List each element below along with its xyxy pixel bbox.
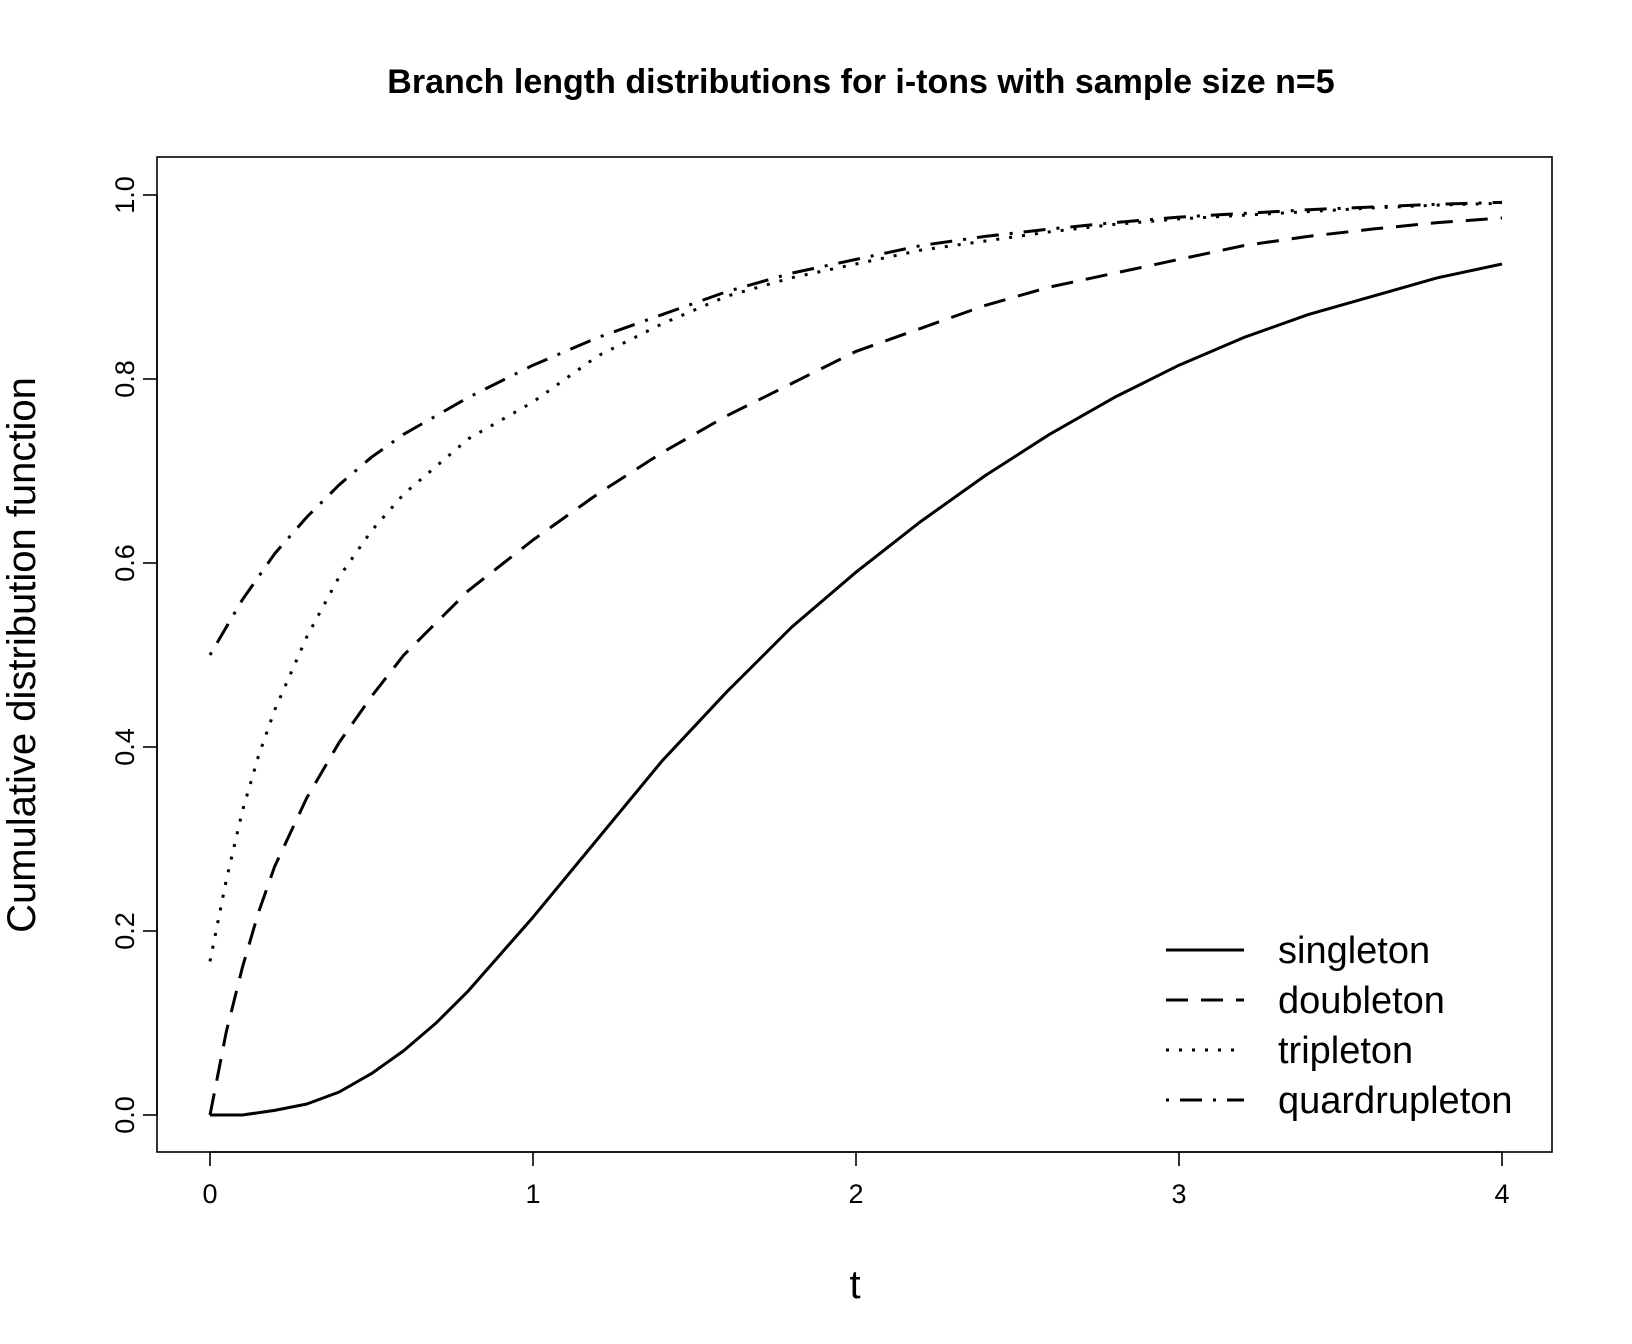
x-tick-label: 2: [848, 1179, 863, 1209]
x-tick-label: 4: [1494, 1179, 1509, 1209]
y-tick-label: 0.6: [110, 544, 140, 582]
series-line-tripleton: [208, 201, 1503, 962]
legend-label-doubleton: doubleton: [1278, 980, 1445, 1022]
series-lines: [208, 200, 1503, 1117]
y-tick-label: 0.4: [110, 728, 140, 766]
x-tick-label: 1: [525, 1179, 540, 1209]
x-axis: 0 1 2 3 4: [202, 1151, 1510, 1209]
y-tick-label: 0.2: [110, 912, 140, 950]
y-tick-label: 1.0: [110, 176, 140, 214]
x-tick-label: 3: [1171, 1179, 1186, 1209]
x-tick-label: 0: [202, 1179, 217, 1209]
legend-label-quardrupleton: quardrupleton: [1278, 1080, 1513, 1122]
y-tick-label: 0.0: [110, 1096, 140, 1134]
x-axis-title: t: [849, 1263, 860, 1307]
series-line-doubleton: [208, 216, 1503, 1116]
legend-label-singleton: singleton: [1278, 930, 1430, 972]
y-tick-label: 0.8: [110, 360, 140, 398]
y-axis: 0.0 0.2 0.4 0.6 0.8 1.0: [110, 176, 158, 1134]
series-line-quardrupleton: [208, 200, 1503, 656]
chart-title: Branch length distributions for i-tons w…: [387, 63, 1334, 101]
legend-label-tripleton: tripleton: [1278, 1030, 1413, 1072]
legend: singleton doubleton tripleton quardrupleton: [1166, 930, 1513, 1122]
series-line-singleton: [210, 262, 1503, 1117]
y-axis-title: Cumulative distribution function: [0, 377, 44, 933]
